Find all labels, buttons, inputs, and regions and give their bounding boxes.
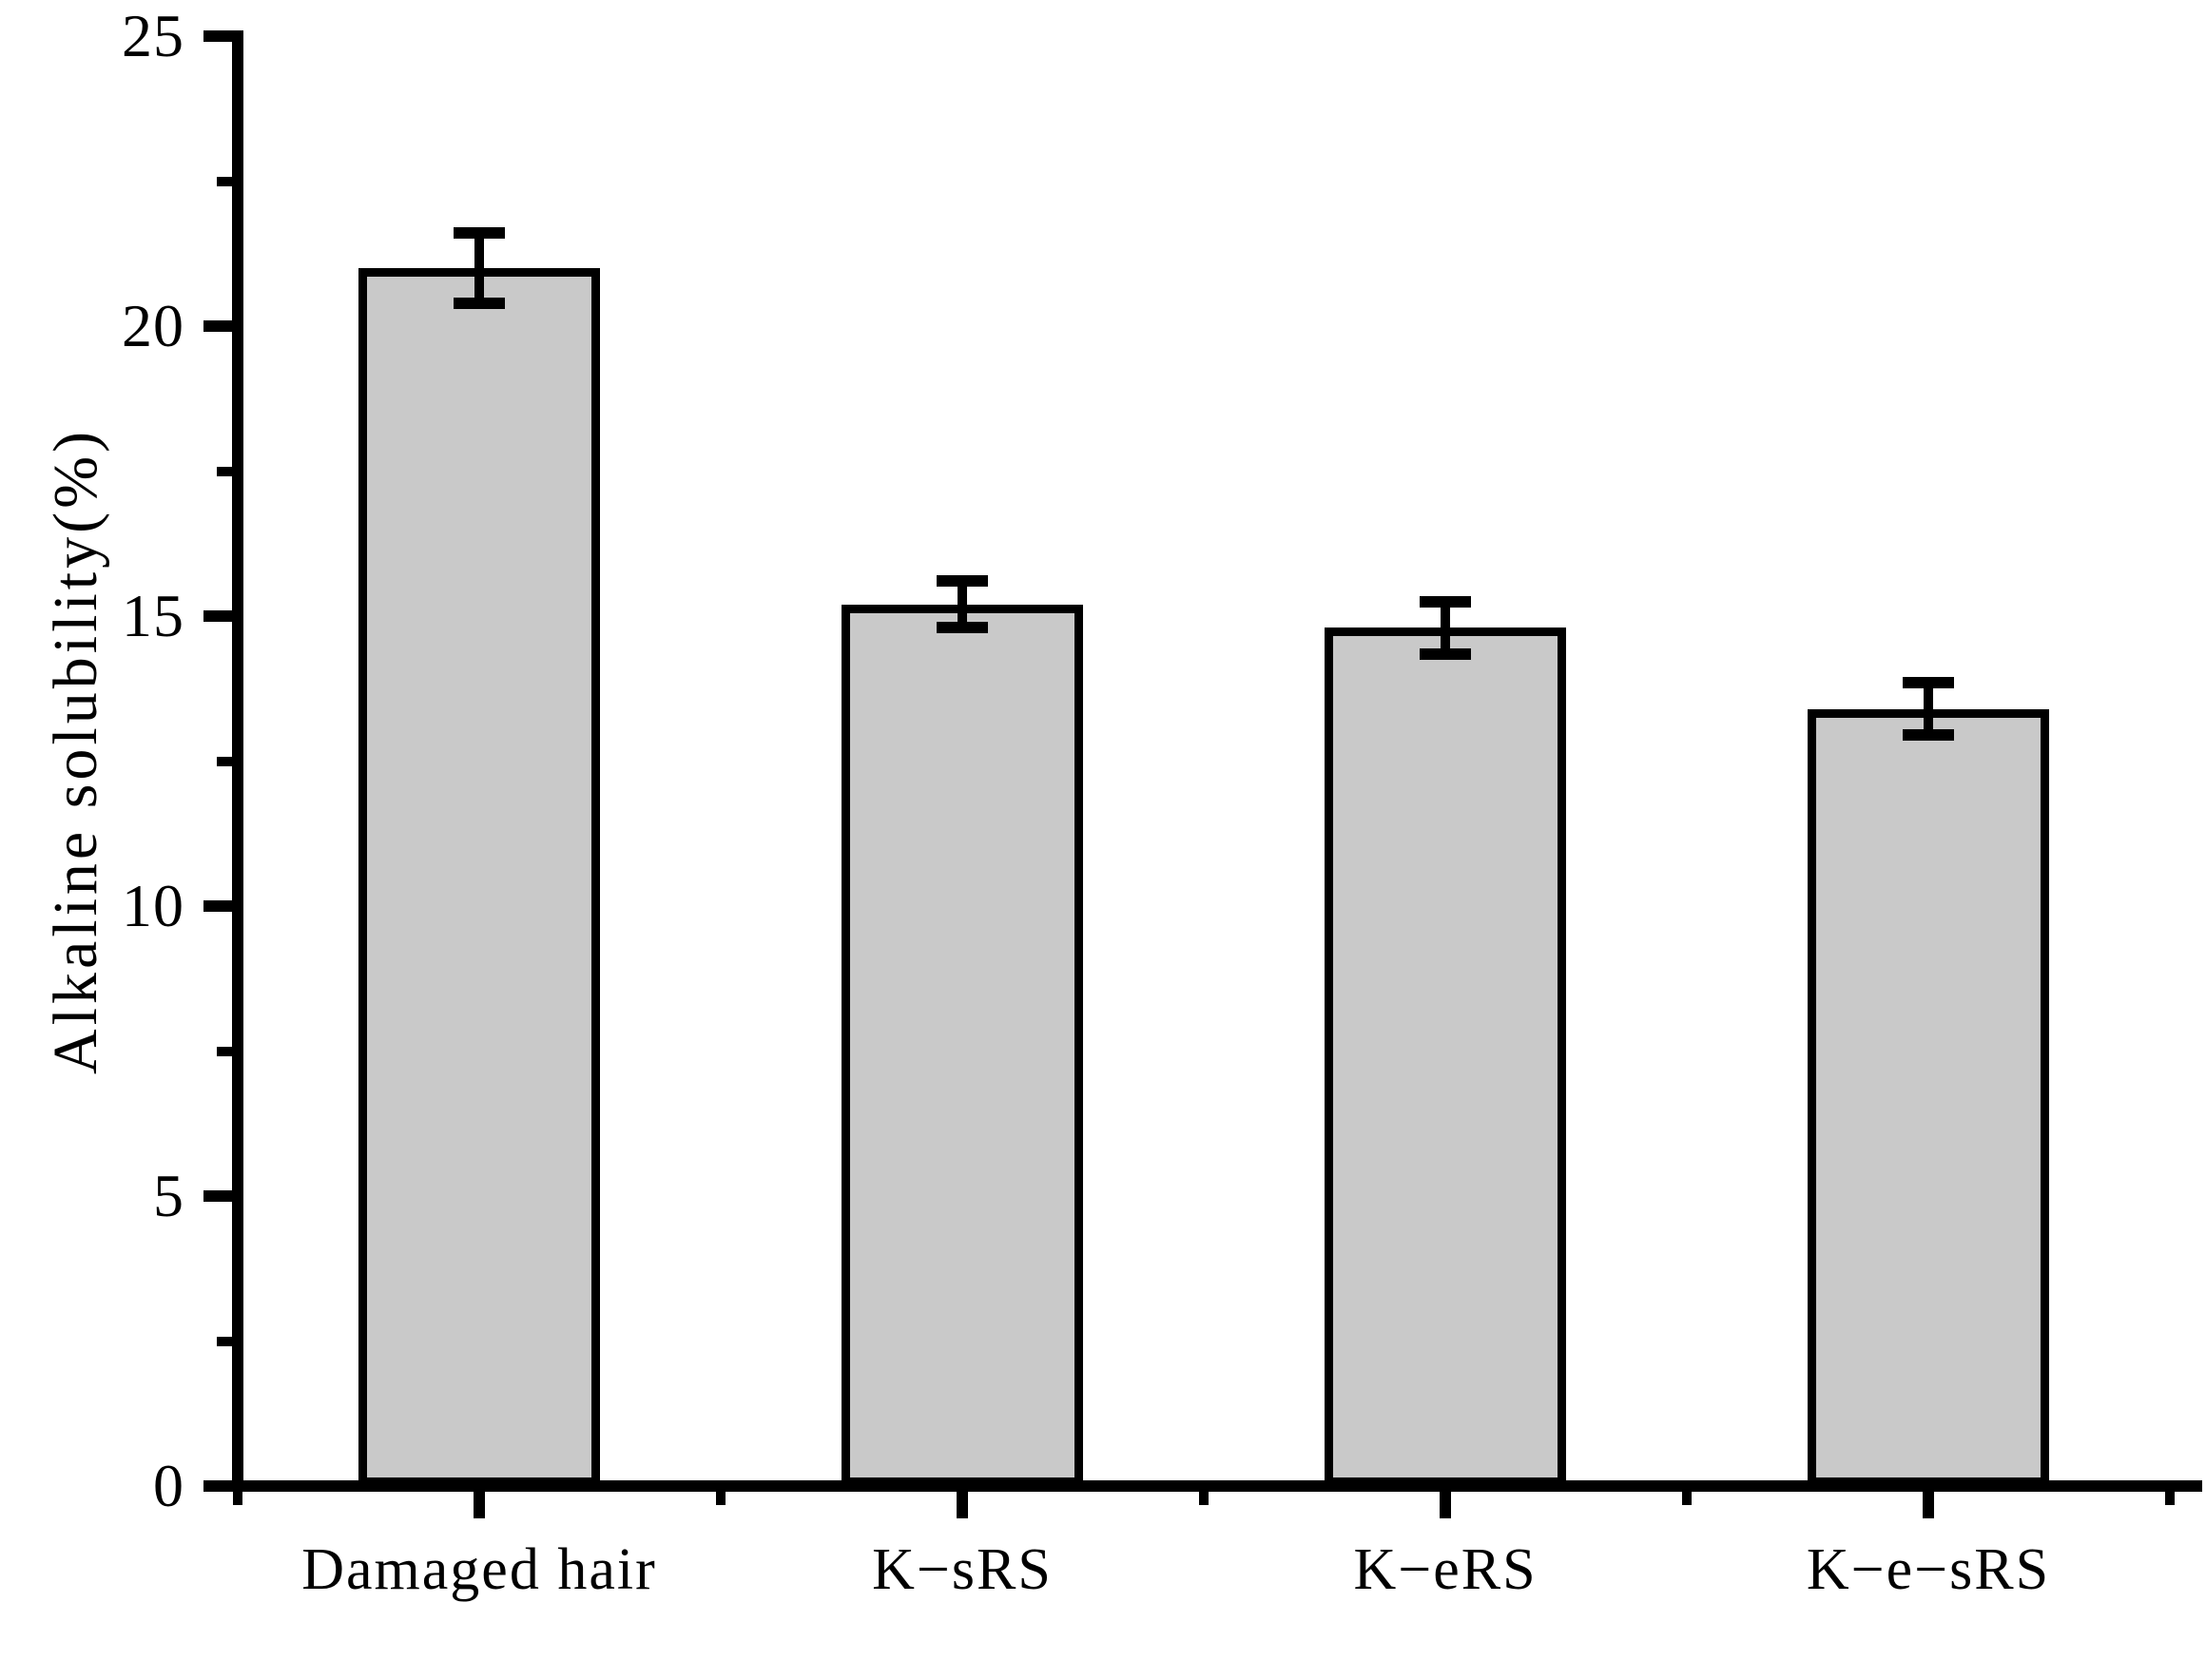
error-bar-cap	[937, 575, 988, 588]
y-axis-line	[232, 30, 243, 1492]
error-bar-cap	[454, 297, 505, 309]
y-axis-title: Alkaline solubility(%)	[41, 427, 110, 1075]
error-bar-line	[958, 581, 967, 628]
category-label: K−sRS	[872, 1537, 1053, 1602]
y-tick-label: 15	[122, 582, 184, 649]
bar	[1808, 708, 2049, 1486]
error-bar-cap	[454, 227, 505, 240]
y-axis-minor-tick	[217, 1046, 232, 1056]
category-label: Damaged hair	[301, 1537, 657, 1602]
y-axis-major-tick	[203, 900, 232, 912]
y-axis-minor-tick	[217, 466, 232, 476]
x-axis-major-tick	[1440, 1492, 1451, 1518]
y-axis-major-tick	[203, 610, 232, 622]
x-axis-minor-tick	[2165, 1492, 2175, 1505]
y-axis-major-tick	[203, 1190, 232, 1202]
error-bar-cap	[937, 622, 988, 634]
category-label: K−eRS	[1353, 1537, 1538, 1602]
bar	[1325, 628, 1566, 1486]
bar	[842, 604, 1083, 1486]
error-bar-cap	[1420, 647, 1471, 660]
x-axis-line	[232, 1480, 2202, 1492]
y-axis-minor-tick	[217, 756, 232, 766]
x-axis-minor-tick	[233, 1492, 242, 1505]
x-axis-minor-tick	[716, 1492, 726, 1505]
bar	[358, 268, 600, 1486]
error-bar-line	[474, 233, 484, 303]
y-tick-label: 5	[153, 1162, 184, 1229]
error-bar-line	[1924, 683, 1933, 736]
error-bar-cap	[1420, 595, 1471, 608]
y-axis-major-tick	[203, 30, 232, 42]
x-axis-minor-tick	[1682, 1492, 1692, 1505]
error-bar-cap	[1903, 677, 1954, 689]
error-bar-cap	[1903, 729, 1954, 742]
y-axis-major-tick	[203, 1480, 232, 1492]
x-axis-major-tick	[1923, 1492, 1934, 1518]
y-axis-minor-tick	[217, 1336, 232, 1346]
y-tick-label: 20	[122, 292, 184, 359]
x-axis-major-tick	[957, 1492, 968, 1518]
y-tick-label: 25	[122, 2, 184, 69]
error-bar-line	[1441, 601, 1450, 654]
x-axis-minor-tick	[1199, 1492, 1209, 1505]
x-axis-major-tick	[474, 1492, 485, 1518]
y-axis-major-tick	[203, 320, 232, 332]
category-label: K−e−sRS	[1806, 1537, 2051, 1602]
y-axis-minor-tick	[217, 176, 232, 186]
y-tick-label: 0	[153, 1452, 184, 1519]
y-tick-label: 10	[122, 872, 184, 939]
